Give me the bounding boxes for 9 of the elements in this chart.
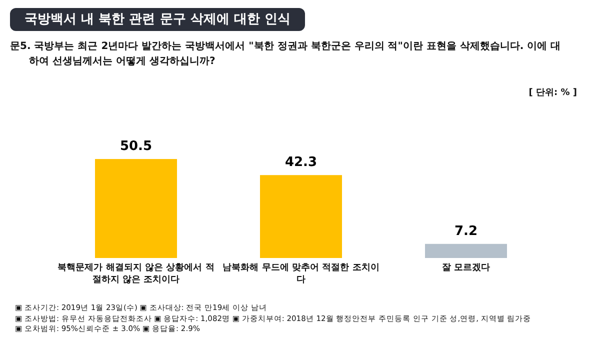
title: 국방백서 내 북한 관련 문구 삭제에 대한 인식 [10, 8, 305, 31]
annotation: [ 단위: % ] [528, 87, 577, 99]
category: 잘 모르겠다 [440, 262, 492, 274]
subtitle: 문5. 국방부는 최근 2년마다 발간하는 국방백서에서 "북한 정권과 북한군은 우리의 적"이란 표현을 삭제했습니다. 이에 대하여 선생님께서는 어떻게 생각하십니까? [10, 40, 562, 69]
data-label: 42.3 [284, 155, 318, 170]
category: 남북화해 무드에 맞추어 적절한 조치이다 [222, 262, 380, 286]
data-label: 50.5 [120, 139, 152, 154]
data-label: 7.2 [454, 224, 478, 239]
category: 북핵문제가 해결되지 않은 상황에서 적절하지 않은 조치이다 [56, 262, 216, 286]
